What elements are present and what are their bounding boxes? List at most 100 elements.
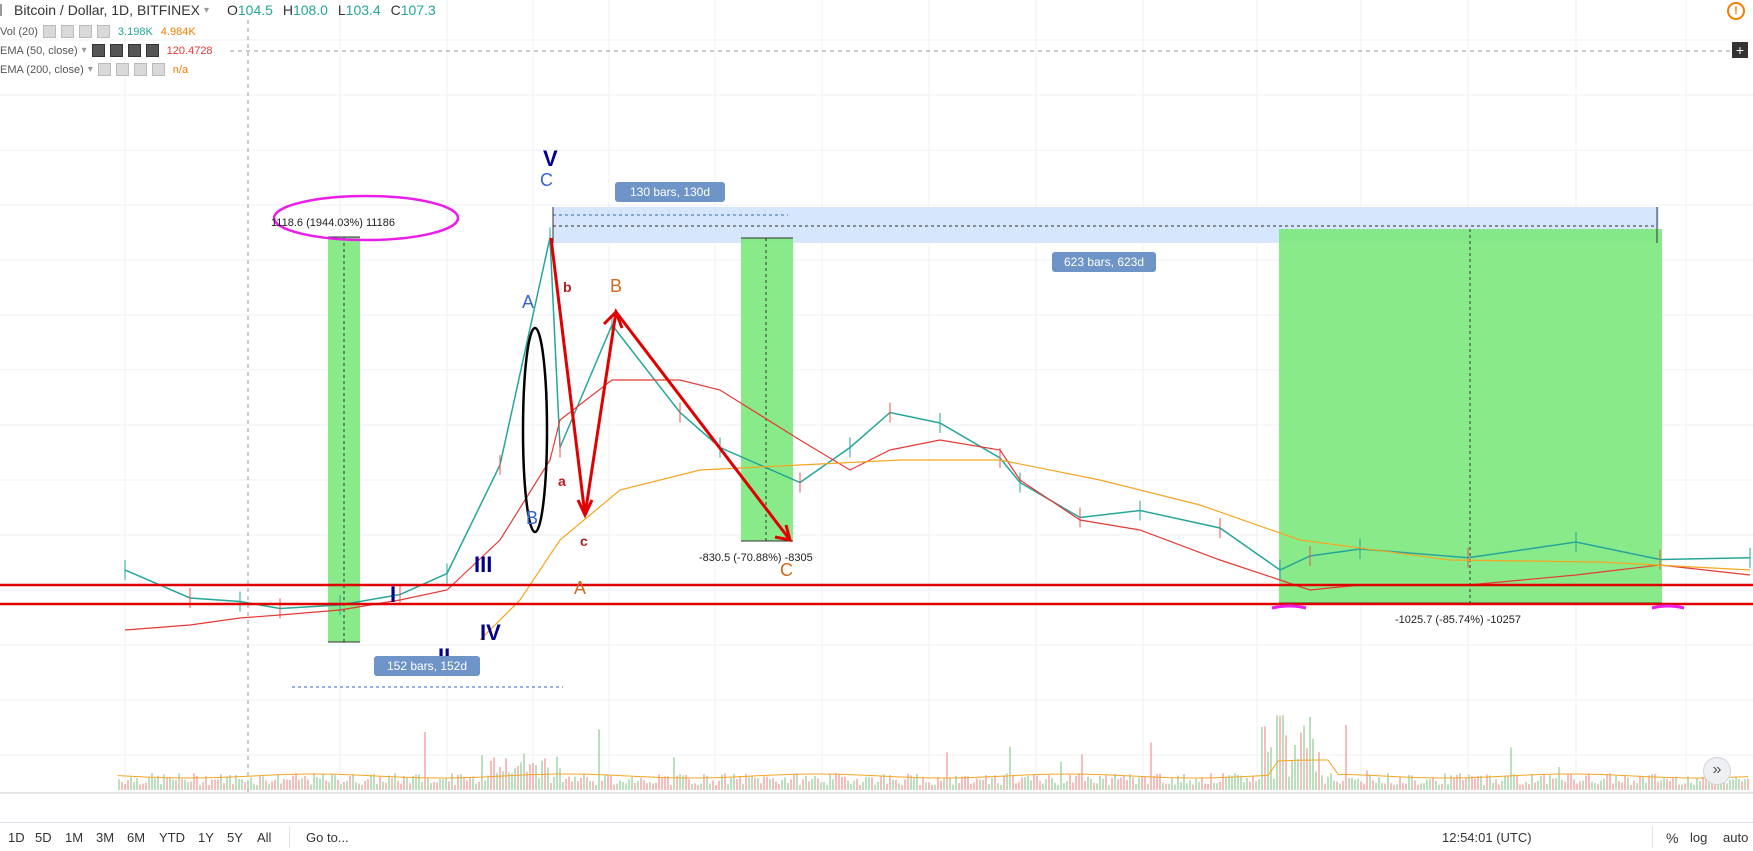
volume-bar xyxy=(1117,779,1119,790)
settings-icon[interactable] xyxy=(60,25,74,38)
volume-bar xyxy=(376,783,378,790)
volume-bar xyxy=(1063,783,1065,790)
volume-bar xyxy=(415,774,417,790)
eye-icon[interactable] xyxy=(97,63,111,76)
range-5d-button[interactable]: 5D xyxy=(35,830,52,845)
close-icon[interactable] xyxy=(96,25,110,38)
volume-bar xyxy=(1111,778,1113,790)
symbol-title[interactable]: Bitcoin / Dollar, 1D, BITFINEX xyxy=(14,2,200,18)
eye-icon[interactable] xyxy=(42,25,56,38)
volume-bar xyxy=(1507,775,1509,790)
volume-bar xyxy=(598,729,600,790)
volume-bar xyxy=(913,777,915,790)
volume-bar xyxy=(1006,773,1008,790)
volume-bar xyxy=(847,780,849,790)
volume-bar xyxy=(1498,784,1500,790)
log-toggle[interactable]: log xyxy=(1690,830,1708,845)
volume-bar xyxy=(1294,744,1296,790)
volume-bar xyxy=(1183,774,1185,790)
volume-bar xyxy=(1174,784,1176,790)
volume-bar xyxy=(1243,782,1245,790)
volume-bar xyxy=(328,782,330,790)
volume-bar xyxy=(655,782,657,790)
chevron-down-icon[interactable]: ▾ xyxy=(81,45,87,56)
plus-icon[interactable] xyxy=(78,25,92,38)
volume-bar xyxy=(181,779,183,790)
volume-bar xyxy=(1444,773,1446,790)
volume-bar xyxy=(1645,782,1647,790)
divider xyxy=(1652,826,1653,848)
volume-bar xyxy=(1453,778,1455,790)
volume-bar xyxy=(820,782,822,790)
volume-bar xyxy=(1051,777,1053,790)
range-5y-button[interactable]: 5Y xyxy=(227,830,243,845)
range-badge-bg xyxy=(1052,252,1156,272)
plus-icon[interactable] xyxy=(127,44,141,57)
auto-toggle[interactable]: auto xyxy=(1723,830,1749,845)
range-3m-button[interactable]: 3M xyxy=(96,830,115,845)
volume-bar xyxy=(979,779,981,790)
volume-bar xyxy=(1531,773,1533,790)
volume-bar xyxy=(1480,775,1482,790)
volume-bar xyxy=(448,781,450,790)
volume-bar xyxy=(1138,777,1140,790)
range-6m-button[interactable]: 6M xyxy=(127,830,146,845)
volume-bar xyxy=(223,783,225,790)
chevron-down-icon[interactable]: ▾ xyxy=(87,64,93,75)
close-icon[interactable] xyxy=(145,44,159,57)
arrow-head xyxy=(576,499,594,519)
volume-bar xyxy=(682,775,684,790)
close-icon[interactable] xyxy=(151,63,165,76)
ema200-indicator-name[interactable]: EMA (200, close) xyxy=(0,63,84,76)
volume-bar xyxy=(169,777,171,790)
volume-bar xyxy=(1342,780,1344,790)
measure-label: -830.5 (-70.88%) -8305 xyxy=(699,552,813,564)
alert-icon[interactable]: ! xyxy=(1727,2,1745,20)
volume-bar xyxy=(136,778,138,790)
volume-bar xyxy=(745,773,747,790)
volume-bar xyxy=(868,777,870,790)
volume-bar xyxy=(166,777,168,790)
volume-bar xyxy=(1729,779,1731,790)
volume-bar xyxy=(892,779,894,790)
volume-bar xyxy=(949,778,951,790)
volume-bar xyxy=(1432,777,1434,790)
range-1d-button[interactable]: 1D xyxy=(8,830,25,845)
volume-bar xyxy=(1348,777,1350,790)
add-line-icon[interactable]: + xyxy=(1732,42,1748,58)
volume-bar xyxy=(1282,715,1284,790)
scroll-to-realtime-icon[interactable]: » xyxy=(1703,757,1731,785)
range-ytd-button[interactable]: YTD xyxy=(159,830,185,845)
volume-bar xyxy=(757,778,759,790)
range-1y-button[interactable]: 1Y xyxy=(198,830,214,845)
settings-icon[interactable] xyxy=(115,63,129,76)
volume-bar xyxy=(382,781,384,790)
volume-bar xyxy=(1069,774,1071,790)
volume-bar xyxy=(193,773,195,790)
volume-bar xyxy=(124,784,126,790)
volume-bar xyxy=(1027,775,1029,790)
settings-icon[interactable] xyxy=(109,44,123,57)
range-all-button[interactable]: All xyxy=(257,830,272,845)
vol-indicator-name[interactable]: Vol (20) xyxy=(0,25,38,38)
plus-icon[interactable] xyxy=(133,63,147,76)
chart-type-icon[interactable] xyxy=(0,4,10,16)
range-1m-button[interactable]: 1M xyxy=(65,830,84,845)
percent-toggle[interactable]: % xyxy=(1666,830,1679,846)
volume-bar xyxy=(1585,775,1587,790)
volume-bar xyxy=(1648,775,1650,790)
eye-icon[interactable] xyxy=(91,44,105,57)
clock-time[interactable]: 12:54:01 (UTC) xyxy=(1442,830,1532,845)
volume-bar xyxy=(1654,773,1656,790)
volume-bar xyxy=(1579,781,1581,790)
volume-bar xyxy=(826,784,828,790)
volume-bar xyxy=(1486,774,1488,790)
volume-bar xyxy=(1186,783,1188,790)
chevron-down-icon[interactable]: ▾ xyxy=(203,4,209,16)
volume-bar xyxy=(1177,775,1179,790)
volume-bar xyxy=(487,775,489,790)
ema50-indicator-name[interactable]: EMA (50, close) xyxy=(0,44,78,57)
goto-button[interactable]: Go to... xyxy=(306,830,349,845)
